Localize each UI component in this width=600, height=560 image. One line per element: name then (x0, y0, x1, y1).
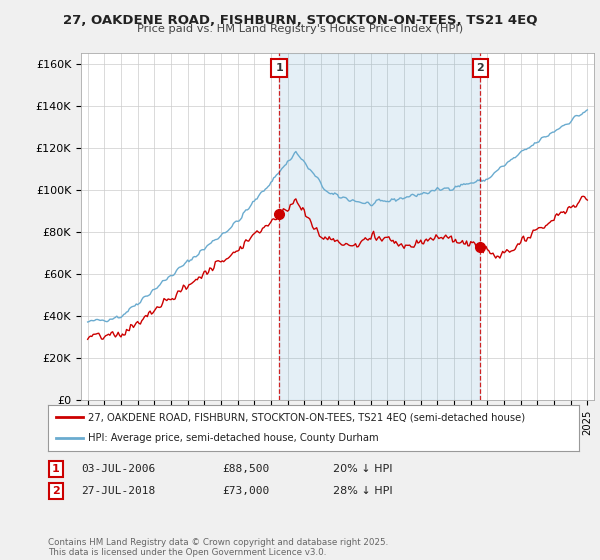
Text: 1: 1 (275, 63, 283, 73)
Text: 27, OAKDENE ROAD, FISHBURN, STOCKTON-ON-TEES, TS21 4EQ: 27, OAKDENE ROAD, FISHBURN, STOCKTON-ON-… (63, 14, 537, 27)
Text: 2: 2 (52, 486, 59, 496)
Text: 1: 1 (52, 464, 59, 474)
Text: £88,500: £88,500 (222, 464, 269, 474)
Text: 27, OAKDENE ROAD, FISHBURN, STOCKTON-ON-TEES, TS21 4EQ (semi-detached house): 27, OAKDENE ROAD, FISHBURN, STOCKTON-ON-… (88, 412, 525, 422)
Text: 03-JUL-2006: 03-JUL-2006 (81, 464, 155, 474)
Text: 27-JUL-2018: 27-JUL-2018 (81, 486, 155, 496)
Text: HPI: Average price, semi-detached house, County Durham: HPI: Average price, semi-detached house,… (88, 433, 379, 444)
Bar (279, 53, 481, 400)
Text: 20% ↓ HPI: 20% ↓ HPI (333, 464, 392, 474)
Text: Price paid vs. HM Land Registry's House Price Index (HPI): Price paid vs. HM Land Registry's House … (137, 24, 463, 34)
Text: 28% ↓ HPI: 28% ↓ HPI (333, 486, 392, 496)
Text: Contains HM Land Registry data © Crown copyright and database right 2025.
This d: Contains HM Land Registry data © Crown c… (48, 538, 388, 557)
Text: 2: 2 (476, 63, 484, 73)
Text: £73,000: £73,000 (222, 486, 269, 496)
